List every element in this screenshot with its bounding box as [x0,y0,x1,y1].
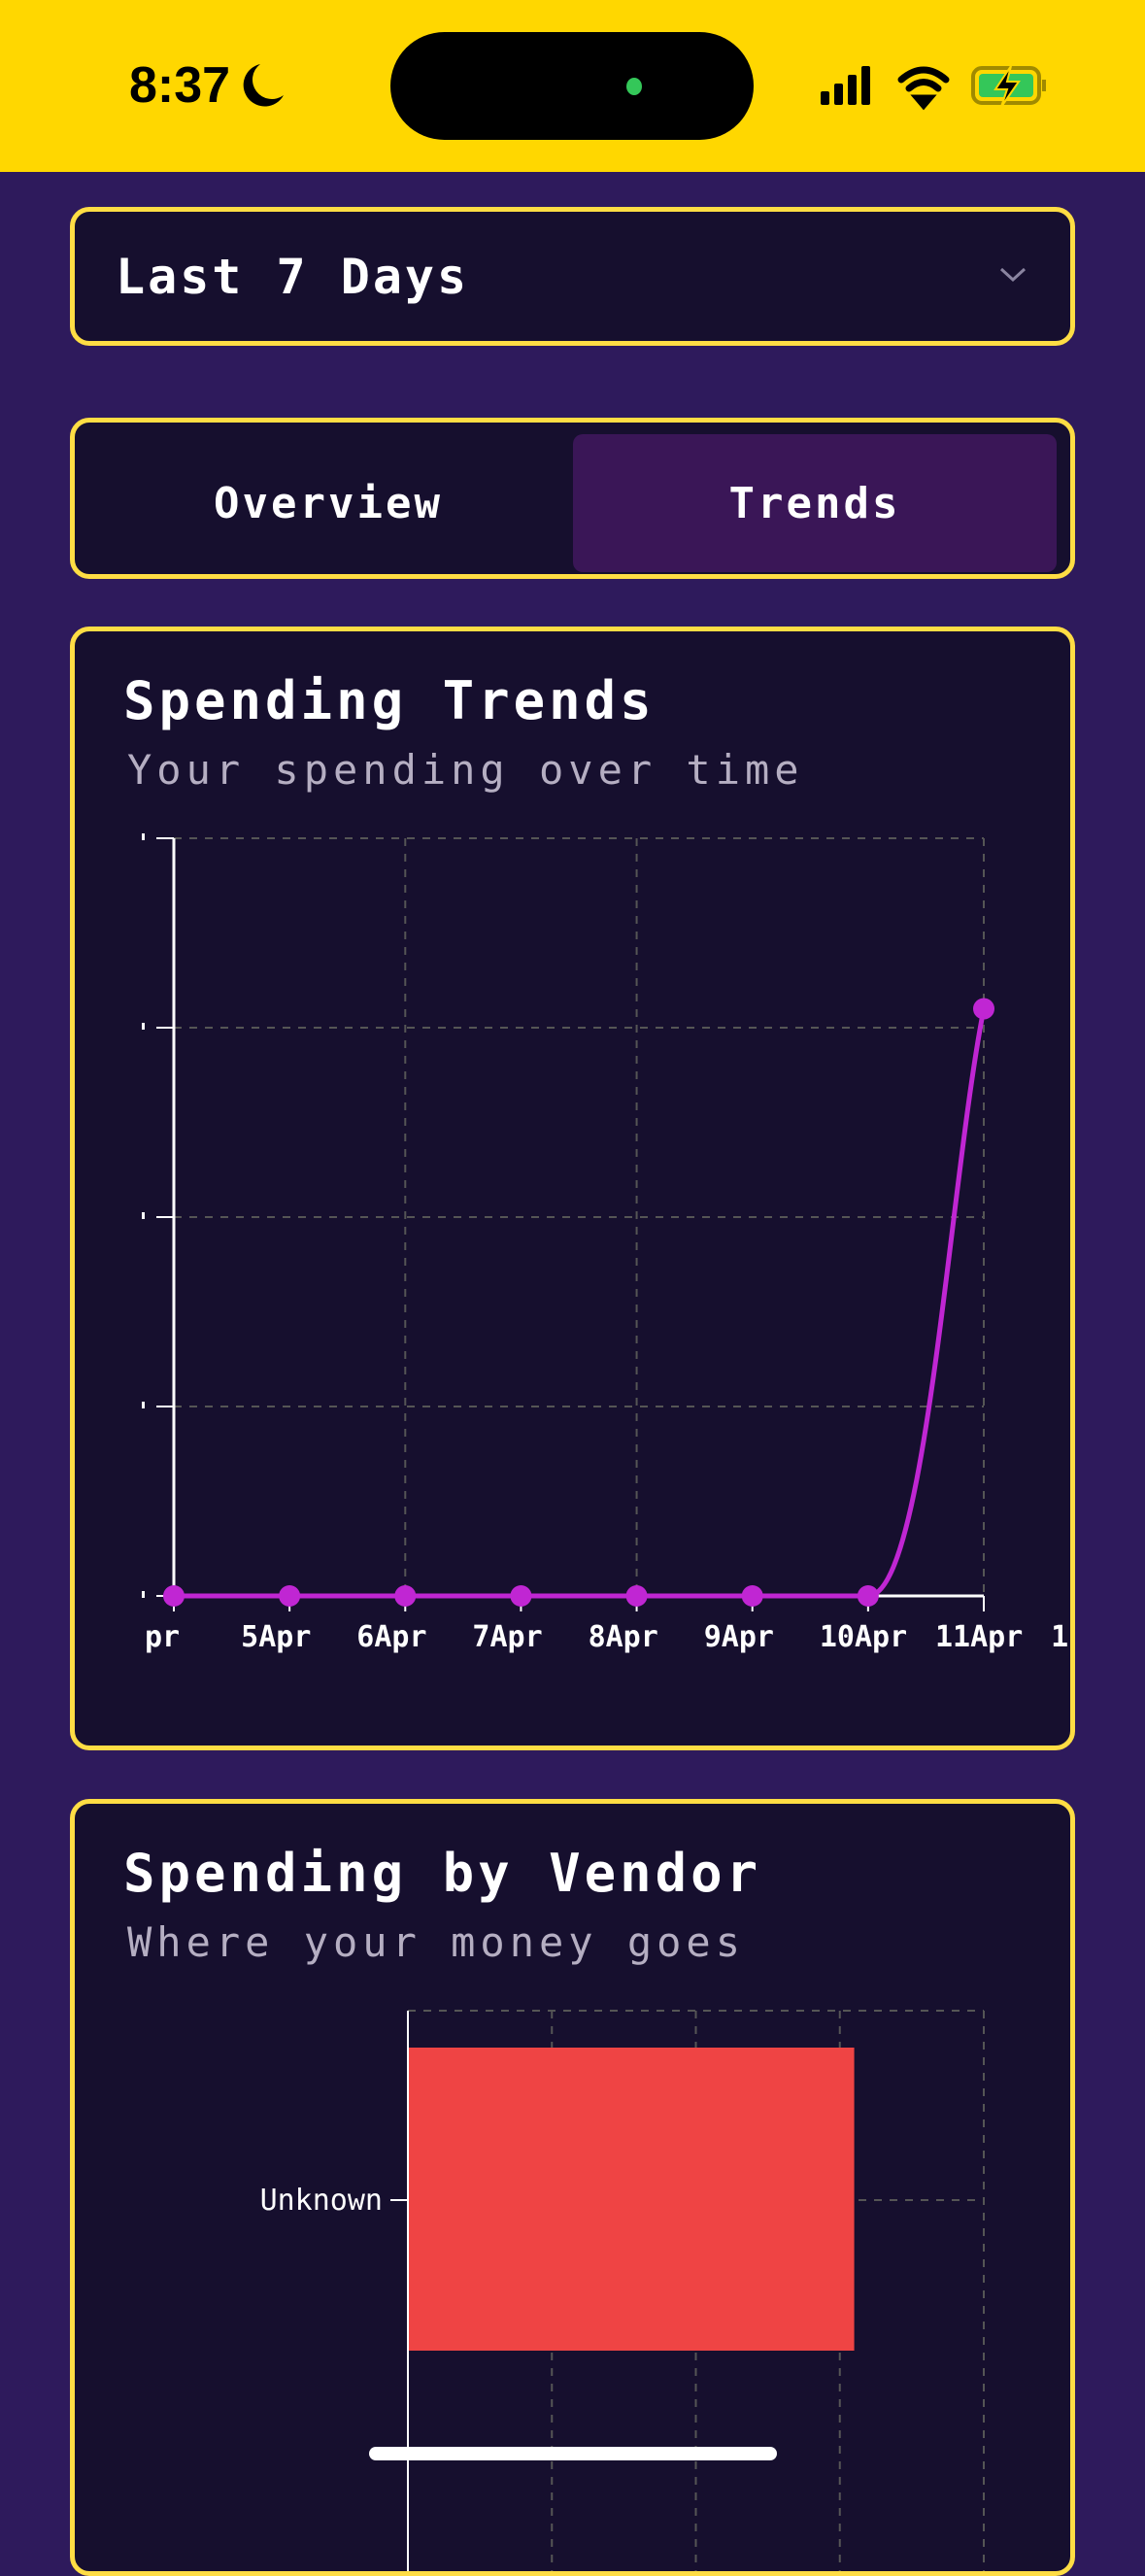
spending-trends-chart: pr 5Apr 6Apr 7Apr 8Apr 9Apr 10Apr 11Apr 1 [142,833,1068,1654]
y-tick-label-clipped [142,1212,145,1219]
x-tick-label: 1 [1051,1620,1068,1654]
clock: 8:37 [129,57,231,114]
wifi-icon [897,66,950,111]
data-point [973,998,994,1020]
card-subtitle: Where your money goes [127,1918,746,1966]
x-tick-label: 6Apr [356,1620,426,1654]
x-tick-label: pr [145,1620,180,1654]
data-point [394,1585,417,1607]
cellular-signal-icon [821,66,870,105]
view-tabs: Overview Trends [70,418,1075,579]
card-title: Spending Trends [123,670,656,731]
home-indicator[interactable] [369,2447,777,2460]
card-title: Spending by Vendor [123,1843,762,1904]
x-tick-label: 8Apr [589,1620,658,1654]
y-tick-label: Unknown [260,2184,383,2218]
status-bar: 8:37 [0,0,1145,172]
data-point [857,1585,879,1607]
spending-by-vendor-card: Spending by Vendor Where your money goes… [70,1799,1075,2576]
data-point [510,1585,532,1607]
x-tick-label: 5Apr [241,1620,311,1654]
battery-charging-icon [971,66,1046,108]
card-subtitle: Your spending over time [127,746,804,794]
x-tick-label: 11Apr [935,1620,1023,1654]
x-tick-label: 10Apr [820,1620,907,1654]
data-point [625,1585,648,1607]
y-tick-label-clipped [142,833,145,840]
period-select[interactable]: Last 7 Days [70,207,1075,346]
spending-by-vendor-chart: Unknown [260,2010,985,2571]
vendor-bar [408,2048,855,2351]
y-tick-label-clipped [142,1402,145,1408]
x-tick-label: 9Apr [704,1620,774,1654]
data-point [741,1585,763,1607]
spending-trends-card: Spending Trends Your spending over time … [70,627,1075,1750]
y-tick-label-clipped [142,1023,145,1030]
moon-icon [243,64,284,107]
dynamic-island [390,32,754,140]
camera-indicator-icon [626,78,642,95]
chevron-down-icon [999,267,1027,283]
data-point [163,1585,185,1607]
tab-trends[interactable]: Trends [573,434,1057,572]
tab-overview[interactable]: Overview [214,478,443,528]
data-point [279,1585,301,1607]
x-tick-label: 7Apr [472,1620,542,1654]
period-select-value: Last 7 Days [116,249,470,305]
spending-line [173,1008,987,1599]
y-tick-label-clipped [142,1591,145,1598]
status-icons [821,66,1046,111]
